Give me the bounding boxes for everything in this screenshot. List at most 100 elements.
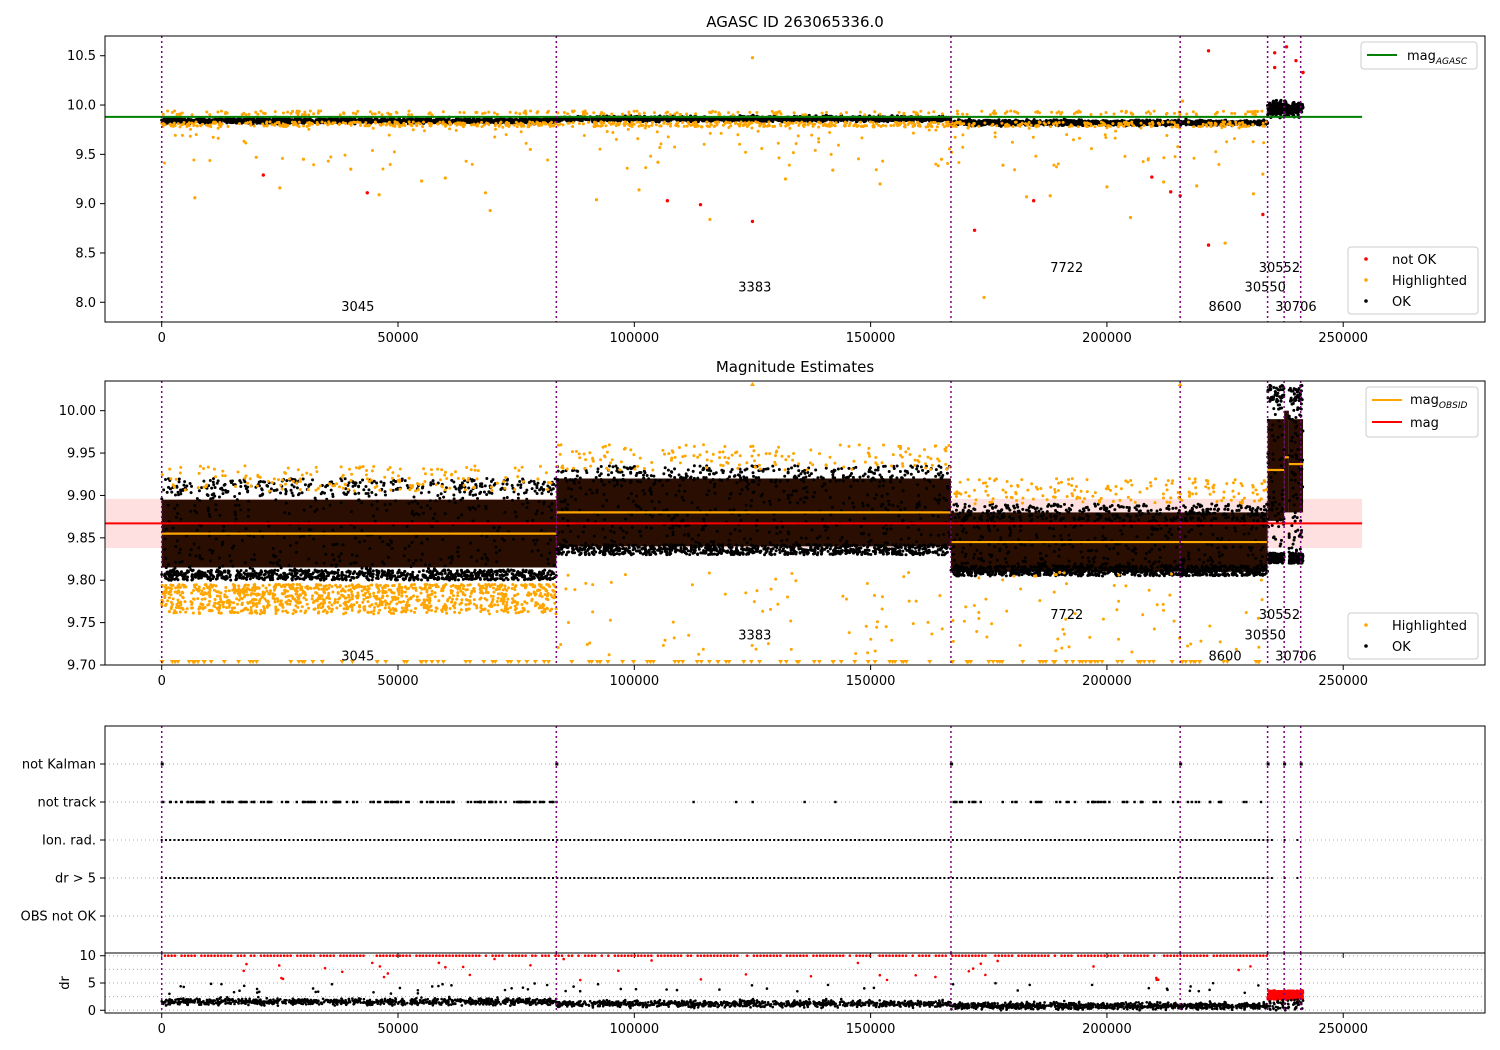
highlighted-point: [658, 124, 662, 128]
ok-point: [605, 118, 609, 122]
ok-point: [496, 118, 501, 122]
highlighted-point: [323, 121, 327, 125]
highlighted-point: [463, 122, 467, 126]
ok-point: [455, 118, 459, 122]
highlighted-point: [626, 122, 630, 126]
ok-point: [699, 117, 703, 121]
ok-point: [512, 118, 517, 122]
ok-point: [578, 117, 582, 122]
highlighted-point: [1223, 124, 1227, 128]
highlighted-point: [270, 123, 274, 127]
highlighted-point: [411, 120, 415, 124]
highlighted-point: [475, 122, 479, 126]
highlighted-point: [1129, 111, 1133, 115]
highlighted-point: [1120, 109, 1124, 113]
ok-point: [236, 118, 240, 122]
highlighted-point: [169, 124, 173, 128]
highlighted-point: [219, 123, 223, 127]
highlighted-point: [797, 123, 801, 127]
highlighted-point: [641, 123, 645, 127]
ok-point: [886, 117, 890, 121]
highlighted-point: [1099, 112, 1103, 116]
highlighted-point: [273, 122, 277, 126]
highlighted-point: [505, 120, 509, 124]
highlighted-point: [1061, 120, 1065, 124]
ok-point: [786, 117, 790, 121]
highlighted-point: [899, 121, 903, 125]
highlighted-point: [388, 123, 392, 127]
highlighted-point: [566, 121, 570, 125]
ok-point: [1269, 103, 1273, 107]
ok-point: [762, 119, 767, 123]
highlighted-point: [612, 121, 616, 125]
ok-point: [274, 118, 278, 122]
highlighted-point: [666, 122, 670, 126]
highlighted-point: [192, 124, 196, 128]
highlighted-point: [694, 112, 698, 116]
highlighted-point: [302, 124, 306, 128]
highlighted-point: [521, 122, 525, 126]
ok-point: [1286, 104, 1290, 108]
highlighted-point: [685, 124, 689, 128]
highlighted-point: [290, 120, 294, 124]
highlighted-point: [543, 121, 547, 125]
highlighted-point: [1014, 120, 1018, 124]
highlighted-point: [571, 124, 575, 128]
highlighted-point: [393, 120, 397, 124]
ok-point: [1284, 108, 1288, 113]
highlighted-point: [715, 123, 719, 127]
highlighted-point: [682, 124, 686, 128]
ok-point: [920, 119, 924, 124]
highlighted-point: [911, 124, 915, 128]
highlighted-point: [635, 120, 639, 124]
highlighted-point: [1209, 123, 1213, 127]
highlighted-point: [693, 125, 697, 129]
ok-point: [564, 118, 569, 122]
highlighted-point: [1069, 123, 1073, 127]
ok-point: [1273, 105, 1277, 109]
highlighted-point: [374, 121, 378, 125]
highlighted-point: [358, 123, 362, 127]
highlighted-point: [794, 121, 798, 125]
ok-point: [569, 118, 573, 122]
ok-point: [742, 118, 746, 122]
highlighted-point: [577, 122, 581, 126]
highlighted-point: [843, 124, 847, 128]
ok-point: [1271, 99, 1276, 103]
ok-point: [395, 118, 399, 122]
highlighted-point: [586, 120, 590, 124]
highlighted-point: [834, 121, 838, 125]
highlighted-point: [662, 121, 666, 125]
ok-point: [877, 118, 881, 122]
ok-point: [939, 118, 943, 122]
highlighted-point: [190, 121, 194, 125]
highlighted-point: [252, 124, 256, 128]
highlighted-point: [792, 111, 796, 115]
ok-point: [651, 117, 655, 121]
highlighted-point: [803, 123, 807, 127]
highlighted-point: [1247, 124, 1251, 128]
ok-point: [368, 119, 372, 123]
ok-point: [874, 119, 878, 123]
ok-point: [1270, 108, 1274, 112]
highlighted-point: [1086, 121, 1090, 125]
ok-point: [278, 117, 282, 121]
ok-point: [510, 121, 515, 125]
highlighted-point: [955, 121, 959, 125]
highlighted-point: [1201, 122, 1205, 126]
ok-point: [917, 117, 921, 121]
highlighted-point: [1228, 123, 1232, 127]
highlighted-point: [1142, 124, 1146, 128]
ok-point: [834, 118, 838, 122]
highlighted-point: [264, 121, 268, 125]
highlighted-point: [878, 112, 882, 116]
highlighted-point: [1251, 123, 1255, 127]
highlighted-point: [750, 121, 754, 125]
highlighted-point: [277, 120, 281, 124]
highlighted-point: [1166, 120, 1170, 124]
highlighted-point: [226, 124, 230, 128]
highlighted-point: [1000, 121, 1004, 125]
ok-point: [382, 117, 387, 121]
ok-point: [204, 120, 208, 124]
highlighted-point: [492, 111, 496, 115]
